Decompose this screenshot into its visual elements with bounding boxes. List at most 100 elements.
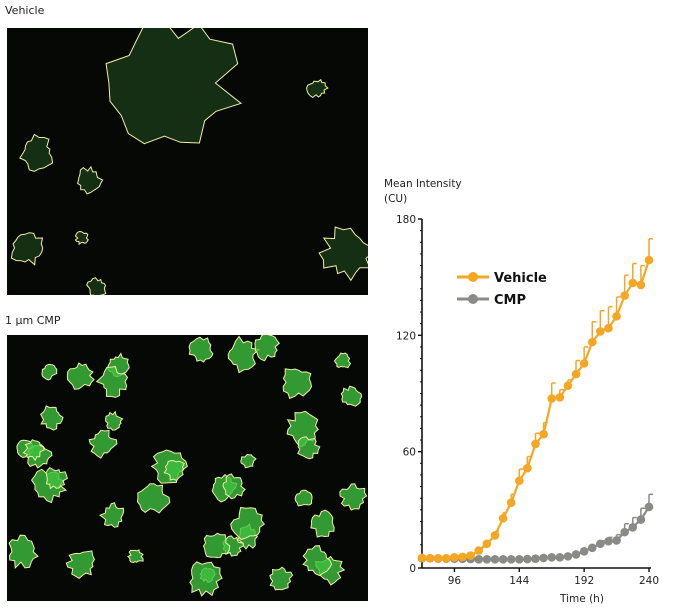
cell-outline (10, 232, 44, 266)
data-point (514, 554, 524, 564)
cell-outline (98, 502, 125, 528)
legend-vehicle-marker (468, 272, 478, 282)
cell-outline (294, 489, 313, 507)
cell-outline (66, 362, 95, 390)
line-chart: 0 60 120 180 96 144 192 240 Vehicle CMP Time (h… (396, 214, 659, 605)
cell-outline (306, 78, 329, 99)
data-point (612, 536, 621, 545)
data-point (474, 546, 484, 555)
cell-outline (127, 549, 144, 564)
cell-outline (254, 335, 280, 362)
data-point (628, 522, 638, 532)
cell-outline (310, 509, 335, 538)
cell-outline (282, 368, 313, 400)
data-point (596, 327, 605, 336)
data-point (636, 515, 646, 524)
x-tick-label: 96 (448, 575, 462, 587)
data-point (490, 554, 500, 564)
cell-outline (340, 385, 363, 407)
cell-outline (74, 231, 89, 246)
data-point (498, 554, 508, 564)
data-point (539, 429, 548, 439)
data-point (523, 463, 532, 473)
data-point (579, 359, 589, 368)
y-tick-label: 180 (396, 214, 416, 226)
data-point (531, 439, 540, 449)
cell-outline (19, 133, 54, 172)
panel-label-vehicle: Vehicle (5, 4, 45, 17)
data-point (571, 550, 581, 559)
cell-outline (240, 453, 257, 469)
data-point (506, 498, 516, 507)
cell-outline (86, 277, 107, 295)
cell-outline (230, 506, 266, 541)
cell-outline (334, 352, 352, 369)
x-tick-label: 144 (509, 575, 529, 587)
cell-outline (95, 366, 129, 398)
micrograph-cmp (7, 335, 368, 601)
data-point (563, 381, 573, 391)
y-tick-label: 0 (409, 563, 416, 575)
data-point (644, 502, 654, 512)
data-point (450, 553, 459, 562)
legend-vehicle-label: Vehicle (494, 271, 547, 286)
data-point (547, 553, 557, 562)
data-point (523, 554, 532, 564)
data-point (498, 514, 508, 523)
data-point (433, 554, 443, 563)
x-axis-label: Time (h) (559, 593, 604, 605)
data-point (417, 553, 427, 563)
data-point (628, 278, 638, 288)
panel-label-cmp: 1 µm CMP (5, 314, 61, 327)
cell-outline (189, 561, 223, 597)
cell-outline (297, 436, 321, 460)
x-tick-label: 192 (574, 575, 594, 587)
cell-outline (202, 532, 231, 559)
series-line (421, 259, 651, 560)
data-point (425, 554, 435, 563)
data-point (612, 312, 621, 321)
y-axis-label-line2: (CU) (384, 193, 408, 205)
cell-outline (40, 405, 64, 431)
data-point (458, 552, 467, 562)
data-point (482, 554, 492, 564)
cell-outline (302, 545, 333, 577)
data-point (490, 531, 500, 540)
data-point (547, 394, 557, 403)
cell-outline (136, 483, 171, 514)
data-point (644, 255, 654, 265)
micrograph-vehicle (7, 28, 368, 295)
data-point (604, 536, 613, 546)
data-point (555, 393, 565, 402)
data-point (587, 337, 597, 347)
cell-outline (65, 550, 96, 580)
legend-cmp-marker (468, 294, 478, 304)
legend-cmp-label: CMP (494, 293, 526, 308)
cell-outline (222, 473, 246, 500)
data-point (563, 552, 573, 561)
data-point (531, 554, 540, 563)
cell-outline (227, 335, 260, 374)
cell-outline (41, 364, 58, 381)
data-point (596, 539, 605, 549)
data-point (442, 554, 451, 563)
data-point (579, 547, 589, 556)
data-point (604, 323, 613, 333)
cell-outline (22, 439, 45, 462)
data-point (620, 291, 629, 300)
data-point (571, 369, 581, 379)
y-axis-label-line1: Mean Intensity (384, 178, 462, 190)
data-point (555, 553, 565, 562)
cell-outline (269, 566, 294, 591)
cell-outline (77, 165, 104, 195)
x-tick-label: 240 (639, 575, 659, 587)
data-point (587, 543, 597, 553)
data-point (506, 554, 516, 564)
data-point (636, 280, 646, 290)
data-point (466, 551, 475, 560)
cell-outline (188, 336, 214, 363)
y-tick-label: 120 (396, 330, 416, 342)
series-line (422, 506, 650, 561)
data-point (620, 527, 629, 537)
data-point (514, 476, 524, 486)
